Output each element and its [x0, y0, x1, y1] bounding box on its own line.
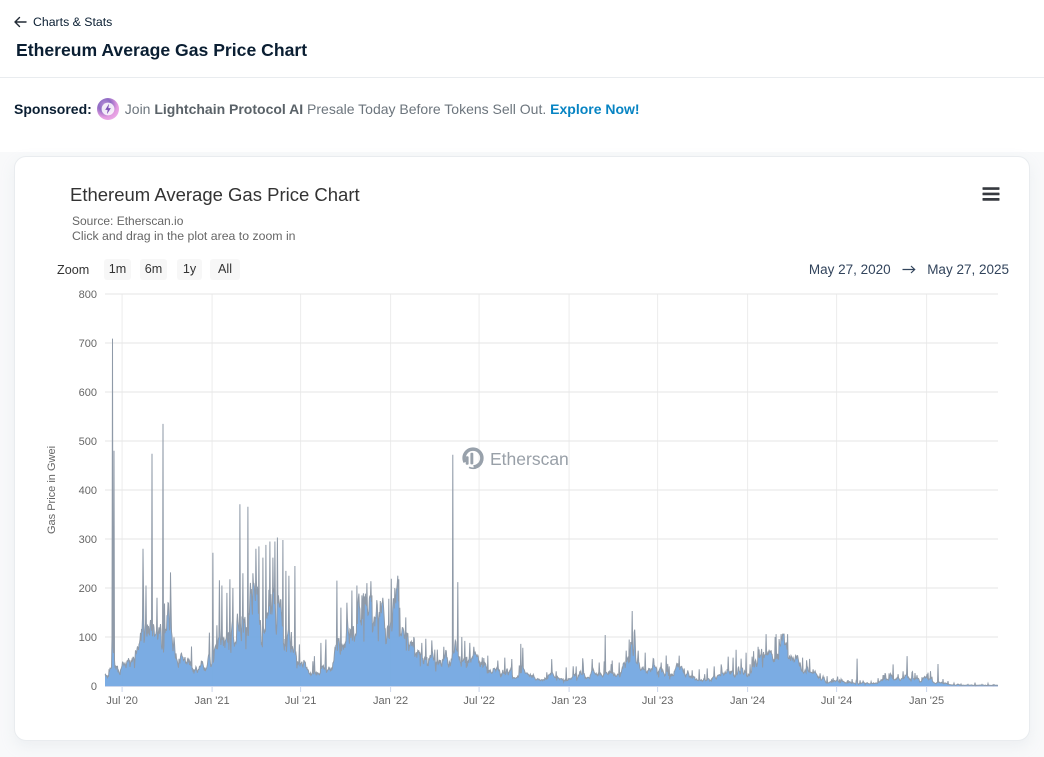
svg-text:Jan '21: Jan '21 — [195, 695, 230, 707]
svg-text:Etherscan: Etherscan — [490, 449, 569, 469]
svg-text:100: 100 — [79, 632, 97, 644]
svg-text:500: 500 — [79, 436, 97, 448]
svg-text:Gas Price in Gwei: Gas Price in Gwei — [46, 446, 58, 534]
svg-text:Jul '23: Jul '23 — [642, 695, 673, 707]
svg-text:700: 700 — [79, 338, 97, 350]
svg-text:Jan '25: Jan '25 — [909, 695, 944, 707]
svg-text:Jul '21: Jul '21 — [285, 695, 316, 707]
svg-text:Jan '22: Jan '22 — [373, 695, 408, 707]
svg-text:600: 600 — [79, 387, 97, 399]
svg-text:300: 300 — [79, 534, 97, 546]
svg-text:200: 200 — [79, 583, 97, 595]
svg-text:Jul '24: Jul '24 — [821, 695, 852, 707]
svg-text:Jul '22: Jul '22 — [463, 695, 494, 707]
svg-text:Jan '23: Jan '23 — [552, 695, 587, 707]
svg-text:0: 0 — [91, 681, 97, 693]
svg-text:800: 800 — [79, 289, 97, 301]
svg-text:Jan '24: Jan '24 — [730, 695, 765, 707]
svg-text:400: 400 — [79, 485, 97, 497]
svg-text:Jul '20: Jul '20 — [106, 695, 137, 707]
